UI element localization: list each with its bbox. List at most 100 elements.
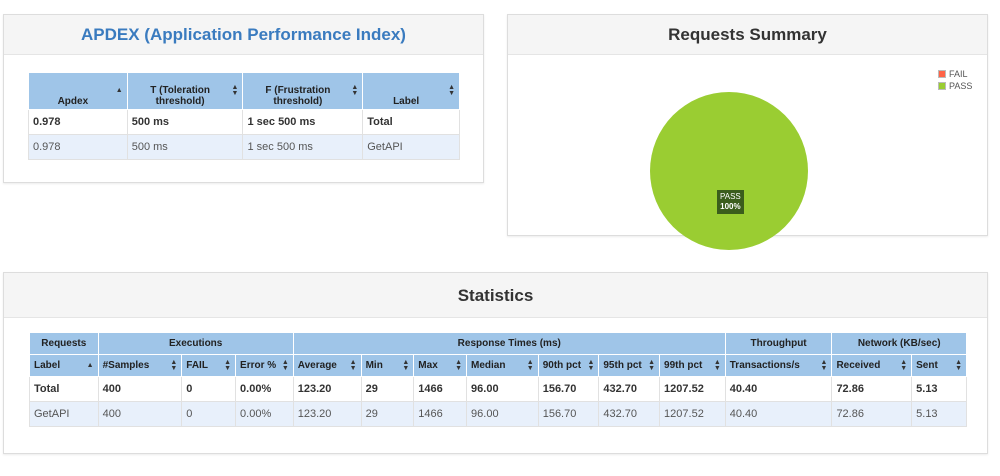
toleration-cell: 500 ms [126, 134, 244, 160]
stats-cell: 40.40 [724, 401, 833, 427]
sort-icon: ▲ ▼ [713, 358, 721, 372]
legend-item-pass[interactable]: PASS [938, 80, 972, 92]
stats-col-header[interactable]: Error % ▲ ▼ [235, 354, 294, 377]
apdex-cell: 0.978 [28, 134, 128, 160]
sort-icon: ▲ ▼ [900, 358, 908, 372]
stats-col-header[interactable]: Median ▲ ▼ [466, 354, 539, 377]
sort-icon: ▲ ▼ [281, 358, 289, 372]
stats-cell: 0 [181, 376, 237, 402]
statistics-title: Statistics [4, 273, 987, 318]
stats-cell: 156.70 [537, 376, 600, 402]
stats-col-header[interactable]: FAIL ▲ ▼ [181, 354, 237, 377]
sort-icon: ▲ ▼ [648, 358, 656, 372]
pie-slice-pass[interactable] [650, 92, 808, 250]
group-requests: Requests [29, 332, 99, 355]
apdex-col-toleration[interactable]: T (Toleration threshold) ▲ ▼ [126, 72, 244, 110]
stats-cell: GetAPI [29, 401, 99, 427]
stats-col-header[interactable]: 99th pct ▲ ▼ [659, 354, 726, 377]
legend: FAIL PASS [938, 68, 972, 92]
apdex-title: APDEX (Application Performance Index) [4, 15, 483, 55]
table-row: 0.978 500 ms 1 sec 500 ms GetAPI [28, 134, 460, 160]
stats-cell: 5.13 [911, 401, 967, 427]
stats-col-header[interactable]: 90th pct ▲ ▼ [537, 354, 600, 377]
stats-col-header[interactable]: Average ▲ ▼ [292, 354, 362, 377]
sort-asc-icon: ▲ [86, 361, 94, 369]
legend-label: PASS [949, 81, 973, 91]
table-row: GetAPI 400 0 0.00% 123.20 29 1466 96.00 156.70 43… [29, 401, 967, 427]
sort-icon: ▲ ▼ [402, 358, 410, 372]
stats-col-header[interactable]: #Samples ▲ ▼ [97, 354, 183, 377]
legend-swatch [938, 82, 946, 90]
stats-cell: 123.20 [292, 401, 362, 427]
group-network: Network (KB/sec) [831, 332, 967, 355]
label-cell: Total [362, 109, 460, 135]
sort-icon: ▲ ▼ [448, 84, 455, 97]
stats-cell: 1466 [413, 401, 468, 427]
stats-col-header[interactable]: Received ▲ ▼ [831, 354, 913, 377]
sort-icon: ▲ ▼ [820, 358, 828, 372]
pie-svg [650, 92, 808, 250]
stats-cell: 400 [97, 376, 183, 402]
stats-cell: 40.40 [724, 376, 833, 402]
stats-cell: 400 [97, 401, 183, 427]
stats-cell: 29 [360, 376, 415, 402]
toleration-cell: 500 ms [126, 109, 244, 135]
statistics-table: Requests Executions Response Times (ms) … [29, 332, 967, 427]
stats-col-header[interactable]: Sent ▲ ▼ [911, 354, 967, 377]
apdex-panel: APDEX (Application Performance Index) Ap… [3, 14, 484, 183]
legend-item-fail[interactable]: FAIL [938, 68, 972, 80]
stats-col-header[interactable]: Min ▲ ▼ [360, 354, 415, 377]
frustration-cell: 1 sec 500 ms [242, 134, 364, 160]
statistics-panel: Statistics Requests Executions Response … [3, 272, 988, 454]
group-executions: Executions [97, 332, 294, 355]
sort-icon: ▲ ▼ [170, 358, 178, 372]
stats-cell: 156.70 [537, 401, 600, 427]
stats-cell: 29 [360, 401, 415, 427]
apdex-cell: 0.978 [28, 109, 128, 135]
stats-cell: 96.00 [466, 401, 539, 427]
requests-summary-panel: Requests Summary PASS 100% FAIL PASS [507, 14, 988, 250]
stats-cell: 72.86 [831, 376, 913, 402]
summary-title: Requests Summary [508, 15, 987, 55]
apdex-col-frustration[interactable]: F (Frustration threshold) ▲ ▼ [242, 72, 364, 110]
stats-cell: 0.00% [235, 376, 294, 402]
group-response-times: Response Times (ms) [292, 332, 726, 355]
apdex-col-label[interactable]: Label ▲ ▼ [362, 72, 460, 110]
sort-icon: ▲ ▼ [231, 84, 239, 97]
stats-col-header[interactable]: Label ▲ [29, 354, 99, 377]
sort-icon: ▲ ▼ [351, 84, 359, 97]
frustration-cell: 1 sec 500 ms [242, 109, 364, 135]
table-row: Total 400 0 0.00% 123.20 29 1466 96.00 156.70 432… [29, 376, 967, 402]
stats-cell: Total [29, 376, 99, 402]
stats-col-header[interactable]: 95th pct ▲ ▼ [598, 354, 661, 377]
stats-cell: 123.20 [292, 376, 362, 402]
stats-cell: 5.13 [911, 376, 967, 402]
stats-cell: 432.70 [598, 376, 661, 402]
sort-icon: ▲ ▼ [526, 358, 534, 372]
pie-chart[interactable] [649, 91, 809, 251]
sort-asc-icon: ▲ [115, 87, 123, 94]
sort-icon: ▲ ▼ [955, 358, 962, 372]
stats-cell: 1207.52 [659, 376, 726, 402]
sort-icon: ▲ ▼ [587, 358, 595, 372]
stats-col-header[interactable]: Max ▲ ▼ [413, 354, 468, 377]
apdex-col-apdex[interactable]: Apdex ▲ [28, 72, 128, 110]
legend-label: FAIL [949, 69, 968, 79]
group-throughput: Throughput [724, 332, 833, 355]
pie-label-percent: 100% [720, 202, 741, 211]
stats-cell: 1466 [413, 376, 468, 402]
pie-slice-label: PASS 100% [717, 190, 744, 214]
apdex-table: Apdex ▲ T (Toleration threshold) ▲ ▼ F (Fru… [28, 72, 460, 160]
stats-cell: 1207.52 [659, 401, 726, 427]
sort-icon: ▲ ▼ [224, 358, 232, 372]
label-cell: GetAPI [362, 134, 460, 160]
stats-col-header[interactable]: Transactions/s ▲ ▼ [724, 354, 833, 377]
legend-swatch [938, 70, 946, 78]
sort-icon: ▲ ▼ [349, 358, 357, 372]
stats-cell: 96.00 [466, 376, 539, 402]
table-row: 0.978 500 ms 1 sec 500 ms Total [28, 109, 460, 135]
sort-icon: ▲ ▼ [455, 358, 463, 372]
stats-cell: 0 [181, 401, 237, 427]
pie-label-name: PASS [720, 192, 741, 201]
stats-cell: 0.00% [235, 401, 294, 427]
